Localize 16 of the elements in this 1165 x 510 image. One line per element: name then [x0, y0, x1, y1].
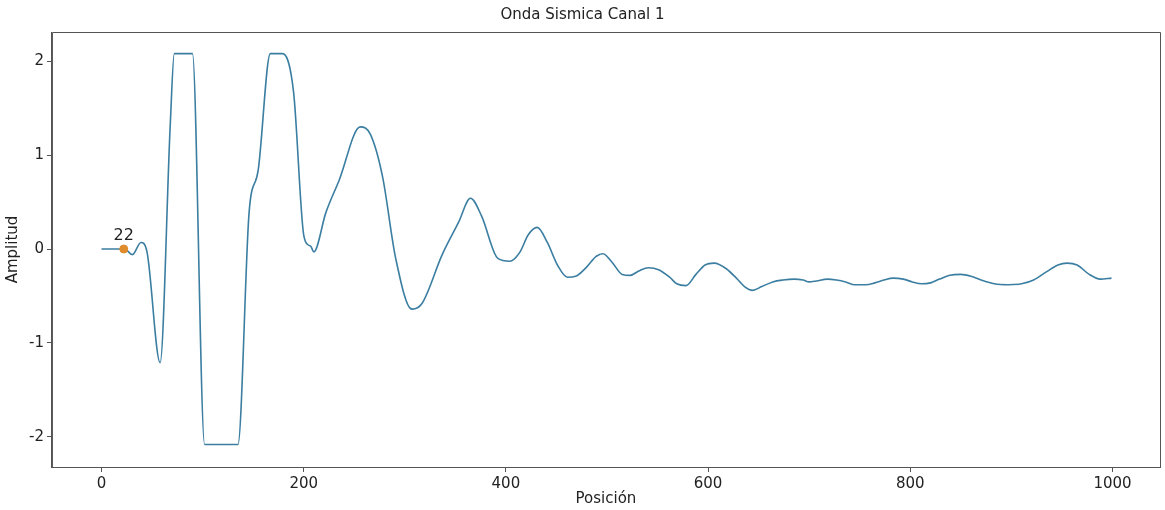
line-series: [100, 52, 1113, 446]
y-tick-label: 0: [34, 238, 44, 257]
x-tick-label: 600: [693, 473, 723, 492]
y-tick-label: 2: [34, 51, 44, 70]
x-tick-label: 800: [895, 473, 925, 492]
chart-title: Onda Sismica Canal 1: [500, 4, 665, 23]
x-axis-title: Posición: [575, 488, 637, 507]
x-tick-label: 0: [96, 473, 107, 492]
y-tick-label: 1: [34, 144, 44, 163]
annotation: 22: [113, 225, 134, 245]
y-tick-label: -2: [28, 426, 44, 445]
x-tick-label: 1000: [1093, 473, 1132, 492]
x-tick-label: 200: [289, 473, 319, 492]
y-axis-title: Amplitud: [2, 215, 21, 284]
x-tick-label: 400: [491, 473, 521, 492]
y-tick-label: -1: [28, 332, 44, 351]
